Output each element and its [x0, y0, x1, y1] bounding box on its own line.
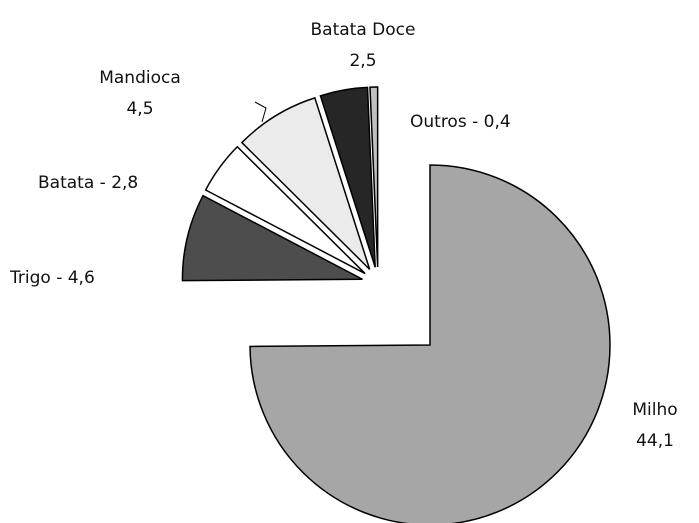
pie-slice [240, 96, 371, 270]
slice-label: 4,5 [126, 99, 153, 119]
slice-label: Outros - 0,4 [410, 112, 511, 132]
leader-line [254, 101, 267, 123]
pie-slice [369, 86, 379, 268]
slice-label: Trigo - 4,6 [9, 268, 95, 288]
slice-label: Mandioca [99, 68, 181, 88]
pie-slice [319, 86, 376, 268]
slice-label: Batata - 2,8 [38, 173, 138, 193]
pie-slice [181, 194, 363, 282]
slice-label: Batata Doce [311, 20, 416, 40]
slice-label: Milho [632, 400, 677, 420]
pie-slice [249, 164, 611, 523]
pie-slice [204, 145, 366, 275]
slice-label: 2,5 [349, 51, 376, 71]
slice-label: 44,1 [636, 431, 674, 451]
